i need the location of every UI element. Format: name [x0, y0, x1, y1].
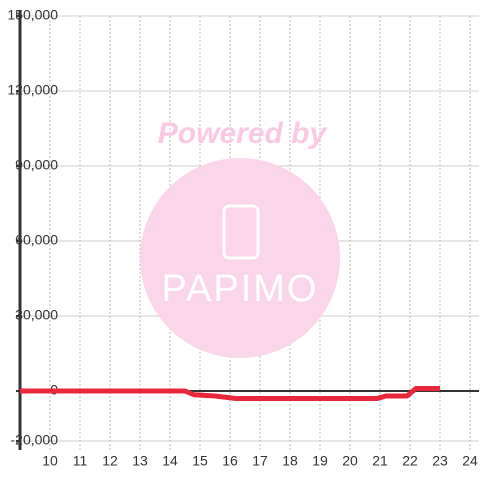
x-tick-label: 10 — [42, 453, 58, 469]
line — [20, 386, 440, 401]
x-tick-label: 24 — [462, 453, 478, 469]
y-tick-label: -20,000 — [11, 432, 59, 448]
x-tick-label: 16 — [222, 453, 238, 469]
y-tick-label: 150,000 — [7, 7, 58, 23]
x-tick-label: 12 — [102, 453, 118, 469]
watermark-text: Powered by — [158, 117, 328, 150]
x-tick-label: 18 — [282, 453, 298, 469]
x-tick-label: 14 — [162, 453, 178, 469]
x-tick-label: 21 — [372, 453, 388, 469]
x-tick-label: 11 — [73, 453, 88, 469]
x-tick-label: 20 — [342, 453, 358, 469]
y-tick-label: 90,000 — [15, 157, 58, 173]
y-tick-label: 30,000 — [15, 307, 58, 323]
x-tick-label: 15 — [192, 453, 208, 469]
watermark: Powered by PAPIMO — [140, 117, 340, 358]
x-tick-label: 23 — [432, 453, 448, 469]
y-tick-label: 60,000 — [15, 232, 58, 248]
y-tick-label: 120,000 — [7, 82, 58, 98]
x-tick-label: 13 — [132, 453, 148, 469]
x-tick-label: 22 — [402, 453, 418, 469]
phone-icon — [222, 204, 260, 260]
x-tick-label: 17 — [252, 453, 268, 469]
watermark-logo: PAPIMO — [162, 268, 319, 310]
x-tick-label: 19 — [312, 453, 328, 469]
